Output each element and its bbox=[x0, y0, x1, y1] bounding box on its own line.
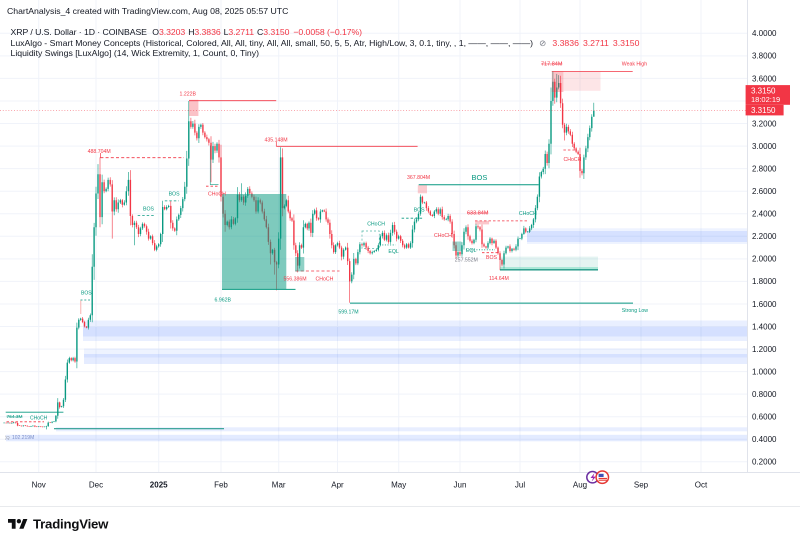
svg-text:BOS: BOS bbox=[169, 192, 180, 198]
svg-text:1.4000: 1.4000 bbox=[752, 322, 777, 331]
svg-text:EQL: EQL bbox=[466, 248, 476, 254]
svg-text:ChartAnalysis_4 created with T: ChartAnalysis_4 created with TradingView… bbox=[7, 6, 288, 16]
svg-text:4.0000: 4.0000 bbox=[752, 29, 777, 38]
svg-text:257.552M: 257.552M bbox=[455, 258, 478, 264]
svg-text:3.6000: 3.6000 bbox=[752, 74, 777, 83]
svg-text:BOS: BOS bbox=[81, 290, 92, 296]
svg-text:CHoCH: CHoCH bbox=[30, 415, 48, 421]
svg-text:TradingView: TradingView bbox=[33, 517, 109, 532]
svg-text:102.219M: 102.219M bbox=[12, 435, 34, 441]
svg-text:CHoCH: CHoCH bbox=[316, 276, 334, 282]
svg-text:3.2000: 3.2000 bbox=[752, 119, 777, 128]
svg-text:CHoCH: CHoCH bbox=[519, 211, 537, 217]
svg-text:¦Q: ¦Q bbox=[5, 435, 10, 440]
svg-text:0.4000: 0.4000 bbox=[752, 435, 777, 444]
svg-text:2.2000: 2.2000 bbox=[752, 232, 777, 241]
svg-text:633.84M: 633.84M bbox=[467, 210, 489, 216]
svg-text:3.8000: 3.8000 bbox=[752, 52, 777, 61]
svg-text:Weak High: Weak High bbox=[622, 61, 647, 67]
svg-text:BOS: BOS bbox=[414, 207, 425, 213]
svg-text:Dec: Dec bbox=[89, 481, 103, 490]
svg-text:1.222B: 1.222B bbox=[180, 91, 197, 97]
svg-text:717.84M: 717.84M bbox=[541, 61, 563, 67]
svg-text:0.8000: 0.8000 bbox=[752, 390, 777, 399]
svg-text:Mar: Mar bbox=[272, 481, 286, 490]
svg-text:1.8000: 1.8000 bbox=[752, 277, 777, 286]
svg-text:EQL: EQL bbox=[388, 249, 398, 255]
svg-text:2.0000: 2.0000 bbox=[752, 255, 777, 264]
svg-text:435.148M: 435.148M bbox=[265, 138, 288, 144]
svg-text:599.17M: 599.17M bbox=[338, 309, 358, 315]
svg-text:2.6000: 2.6000 bbox=[752, 187, 777, 196]
svg-text:Nov: Nov bbox=[32, 481, 46, 490]
svg-text:Aug: Aug bbox=[573, 481, 587, 490]
svg-text:1.6000: 1.6000 bbox=[752, 300, 777, 309]
svg-text:CHoCH: CHoCH bbox=[208, 192, 226, 198]
svg-text:3.3150: 3.3150 bbox=[751, 87, 776, 96]
svg-text:BOS: BOS bbox=[143, 206, 154, 212]
svg-text:Jun: Jun bbox=[454, 481, 467, 490]
svg-text:May: May bbox=[391, 481, 406, 490]
svg-text:CHoCH: CHoCH bbox=[434, 233, 452, 239]
svg-text:2.4000: 2.4000 bbox=[752, 210, 777, 219]
svg-text:18:02:19: 18:02:19 bbox=[751, 95, 780, 104]
svg-text:367.804M: 367.804M bbox=[407, 175, 430, 181]
svg-text:2025: 2025 bbox=[150, 481, 168, 490]
svg-text:Feb: Feb bbox=[214, 481, 228, 490]
svg-text:1.2000: 1.2000 bbox=[752, 345, 777, 354]
svg-text:0.2000: 0.2000 bbox=[752, 458, 777, 467]
svg-text:CHoCH: CHoCH bbox=[367, 222, 385, 228]
svg-text:488.704M: 488.704M bbox=[88, 149, 111, 155]
svg-text:2.8000: 2.8000 bbox=[752, 164, 777, 173]
svg-text:114.64M: 114.64M bbox=[489, 276, 509, 282]
svg-text:CHoCH: CHoCH bbox=[564, 157, 582, 163]
svg-text:764.3M: 764.3M bbox=[7, 414, 23, 420]
svg-text:6.962B: 6.962B bbox=[215, 297, 232, 303]
svg-text:LuxAlgo - Smart Money Concepts: LuxAlgo - Smart Money Concepts (Historic… bbox=[11, 38, 640, 48]
svg-text:556.386M: 556.386M bbox=[284, 276, 307, 282]
svg-text:Liquidity Swings [LuxAlgo] (14: Liquidity Swings [LuxAlgo] (14, Wick Ext… bbox=[11, 48, 260, 58]
svg-text:3.3150: 3.3150 bbox=[751, 106, 776, 115]
svg-text:BOS: BOS bbox=[472, 173, 488, 182]
svg-text:3.0000: 3.0000 bbox=[752, 142, 777, 151]
svg-text:Apr: Apr bbox=[331, 481, 344, 490]
svg-text:Strong Low: Strong Low bbox=[622, 308, 648, 314]
svg-text:Oct: Oct bbox=[695, 481, 708, 490]
svg-text:0.6000: 0.6000 bbox=[752, 413, 777, 422]
svg-text:BOS: BOS bbox=[486, 255, 497, 261]
svg-text:Sep: Sep bbox=[634, 481, 649, 490]
svg-text:1.0000: 1.0000 bbox=[752, 367, 777, 376]
svg-text:Jul: Jul bbox=[515, 481, 525, 490]
